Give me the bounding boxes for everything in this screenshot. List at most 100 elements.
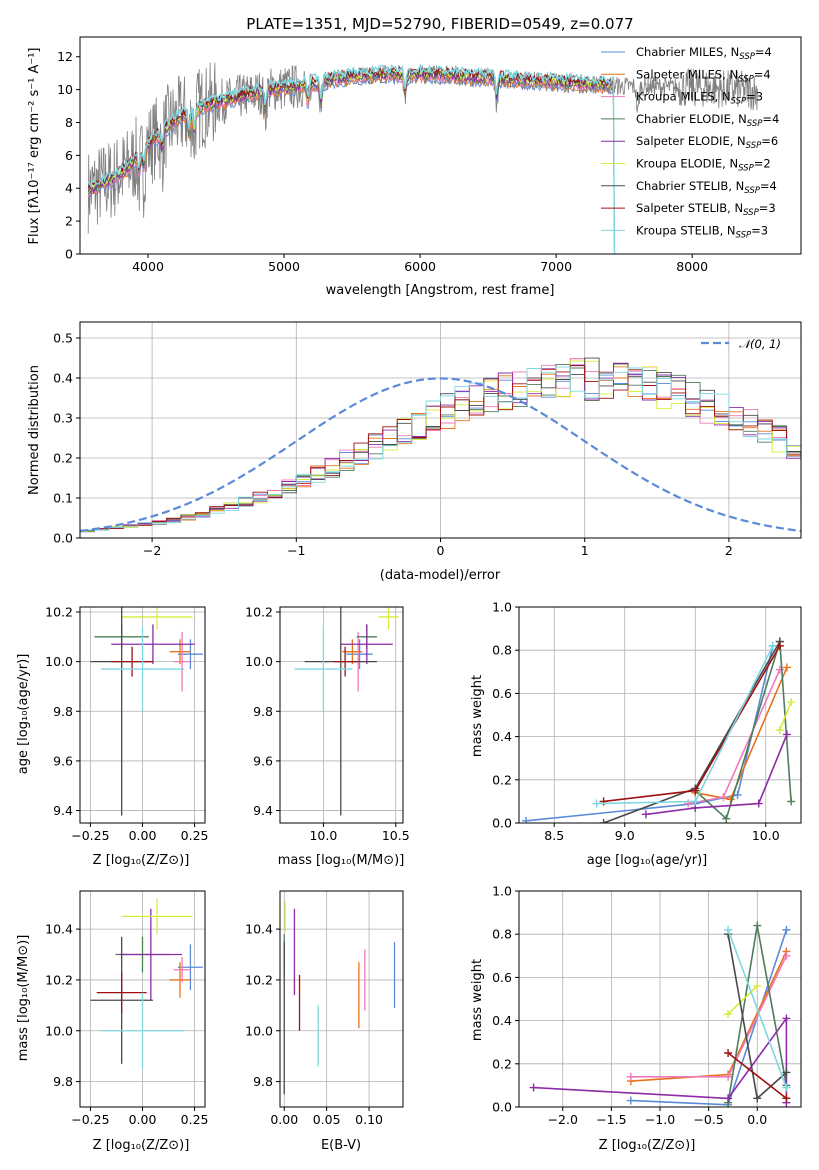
spectrum-xlabel: wavelength [Angstrom, rest frame]: [326, 283, 555, 298]
spectrum-ylabel: Flux [fλ10⁻¹⁷ erg cm⁻² s⁻¹ A⁻¹]: [27, 48, 42, 245]
spectrum-ytick-label-2: 4: [65, 181, 73, 196]
mass-vs-ebv-panel: E(B-V) 0.00 0.05 0.10 9.8 10.0 10.2 10.4: [245, 890, 404, 1153]
mass-vs-z-xtick-label-0: −0.25: [71, 1112, 109, 1127]
spectrum-xtick-label-1: 5000: [268, 259, 300, 274]
residuals-ytick-label-5: 0.5: [53, 331, 73, 346]
legend-label-0: Chabrier MILES, NSSP=4: [636, 45, 772, 62]
histogram-kroupa-stelib: [80, 366, 801, 531]
mass-vs-ebv-ytick-label-0: 9.8: [253, 1074, 273, 1089]
weight-vs-z-ytick-label-1: 0.2: [492, 1056, 512, 1071]
age-vs-mass-plot-area: [294, 607, 399, 816]
age-vs-z-ytick-label-0: 9.4: [53, 803, 73, 818]
mass-vs-z-plot-area: [90, 898, 203, 1069]
mass-vs-ebv-ytick-label-3: 10.4: [245, 922, 273, 937]
weight-vs-age-panel: age [log₁₀(age/yr)] mass weight 8.5 9.0 9.…: [470, 600, 802, 868]
spectrum-xtick-label-0: 4000: [132, 259, 164, 274]
mass-ebv-xlabel: E(B-V): [321, 1138, 361, 1153]
weight-vs-age-marker-3-3: [787, 797, 796, 806]
weight-vs-age-marker-4-2: [754, 799, 763, 808]
weight-vs-z-marker-7-0: [724, 1049, 733, 1057]
age-vs-z-xtick-label-0: −0.25: [71, 828, 109, 843]
mass-vs-z-ytick-label-3: 10.4: [45, 922, 73, 937]
histogram-salpeter-miles: [80, 358, 801, 531]
age-vs-mass-ytick-label-0: 9.4: [253, 803, 273, 818]
legend-label-7: Salpeter STELIB, NSSP=3: [636, 201, 776, 218]
age-vs-mass-ytick-label-2: 9.8: [253, 704, 273, 719]
weight-vs-age-series-5: [779, 701, 792, 731]
weight-vs-z-xtick-label-1: −1.5: [596, 1112, 626, 1127]
spectrum-xtick-label-3: 7000: [540, 259, 572, 274]
legend-label-3: Chabrier ELODIE, NSSP=4: [636, 112, 779, 129]
model-salpeter-elodie-line: [87, 69, 615, 254]
weight-vs-age-marker-1-2: [782, 663, 791, 672]
weight-vs-age-marker-8-2: [768, 641, 777, 650]
model-salpeter-stelib-line: [87, 66, 615, 254]
weight-vs-z-ytick-label-0: 0.0: [492, 1100, 512, 1115]
weight-vs-age-marker-6-0: [599, 819, 608, 823]
mass-vs-ebv-xtick-label-1: 0.05: [313, 1112, 341, 1127]
weight-vs-age-marker-4-0: [641, 810, 650, 819]
age-vs-mass-ytick-label-4: 10.2: [245, 604, 273, 619]
weight-vs-age-ytick-label-5: 1.0: [492, 600, 512, 615]
spectrum-ytick-label-1: 2: [65, 214, 73, 229]
weight-vs-age-marker-1-1: [726, 795, 735, 804]
weight-vs-z-ytick-label-3: 0.6: [492, 970, 512, 985]
weight-vs-z-marker-5-1: [753, 982, 762, 991]
weight-vs-z-xtick-label-0: −2.0: [548, 1112, 578, 1127]
weight-vs-z-marker-5-0: [724, 1010, 733, 1019]
weight-vs-z-ytick-label-5: 1.0: [492, 884, 512, 899]
residuals-ytick-label-3: 0.3: [53, 411, 73, 426]
weight-vs-age-marker-8-0: [592, 799, 601, 808]
weight-z-ylabel: mass weight: [470, 959, 485, 1041]
age-vs-mass-xtick-label-1: 10.5: [382, 828, 410, 843]
spectrum-title: PLATE=1351, MJD=52790, FIBERID=0549, z=0…: [246, 15, 633, 33]
weight-vs-age-xtick-label-0: 8.5: [544, 828, 564, 843]
legend-label-6: Chabrier STELIB, NSSP=4: [636, 179, 777, 196]
weight-vs-age-ytick-label-0: 0.0: [492, 816, 512, 831]
residuals-plot-area: [80, 357, 801, 533]
weight-vs-z-marker-0-2: [782, 925, 791, 934]
age-vs-z-xtick-label-2: 0.25: [181, 828, 209, 843]
weight-vs-z-xtick-label-3: −0.5: [693, 1112, 723, 1127]
weight-vs-age-marker-7-1: [691, 786, 700, 795]
weight-age-ylabel: mass weight: [470, 675, 485, 757]
spectrum-xtick-label-4: 8000: [676, 259, 708, 274]
weight-vs-z-series-5: [727, 985, 758, 1015]
mass-vs-ebv-frame: [279, 890, 404, 1108]
age-vs-z-ytick-label-1: 9.6: [53, 753, 73, 768]
mass-vs-ebv-ytick-label-2: 10.2: [245, 972, 273, 987]
weight-vs-age-marker-5-0: [775, 726, 784, 735]
age-vs-z-panel: Z [log₁₀(Z/Z⊙)] age [log₁₀(age/yr)] −0.2…: [16, 604, 209, 868]
histogram-chabrier-stelib: [80, 357, 801, 532]
mass-vs-z-panel: Z [log₁₀(Z/Z⊙)] mass [log₁₀(M/M⊙)] −0.25…: [16, 890, 209, 1153]
age-vs-z-ytick-label-2: 9.8: [53, 704, 73, 719]
weight-vs-z-series-4: [533, 1015, 788, 1103]
residuals-ytick-label-1: 0.1: [53, 491, 73, 506]
age-vs-mass-ytick-label-1: 9.6: [253, 753, 273, 768]
mass-vs-z-ytick-label-2: 10.2: [45, 972, 73, 987]
age-vs-mass-xtick-label-0: 10.0: [309, 828, 337, 843]
weight-vs-age-xtick-label-3: 10.0: [752, 828, 780, 843]
weight-vs-age-series-6: [603, 641, 781, 823]
mass-vs-z-xtick-label-2: 0.25: [181, 1112, 209, 1127]
weight-vs-z-marker-2-0: [626, 1072, 635, 1081]
residuals-frame: [79, 321, 802, 539]
weight-vs-z-marker-4-1: [724, 1094, 733, 1103]
weight-vs-z-marker-2-1: [724, 1072, 733, 1081]
mass-vs-z-ytick-label-1: 10.0: [45, 1023, 73, 1038]
weight-vs-z-marker-8-0: [724, 925, 733, 934]
weight-vs-age-series-7: [603, 645, 781, 803]
legend-label-1: Salpeter MILES, NSSP=4: [636, 67, 771, 84]
weight-vs-z-frame: [518, 890, 802, 1108]
residuals-xtick-label-2: 0: [437, 543, 445, 558]
mass-vs-ebv-xtick-label-0: 0.00: [270, 1112, 298, 1127]
weight-vs-age-xtick-label-2: 9.5: [685, 828, 705, 843]
weight-vs-age-frame: [518, 606, 802, 824]
mass-vs-z-xtick-label-1: 0.00: [129, 1112, 157, 1127]
weight-vs-z-ytick-label-4: 0.8: [492, 927, 512, 942]
weight-vs-z-marker-3-1: [753, 921, 762, 930]
weight-vs-z-marker-6-2: [782, 1068, 791, 1077]
weight-vs-z-marker-4-2: [782, 1014, 791, 1023]
model-chabrier-stelib-line: [87, 67, 615, 254]
